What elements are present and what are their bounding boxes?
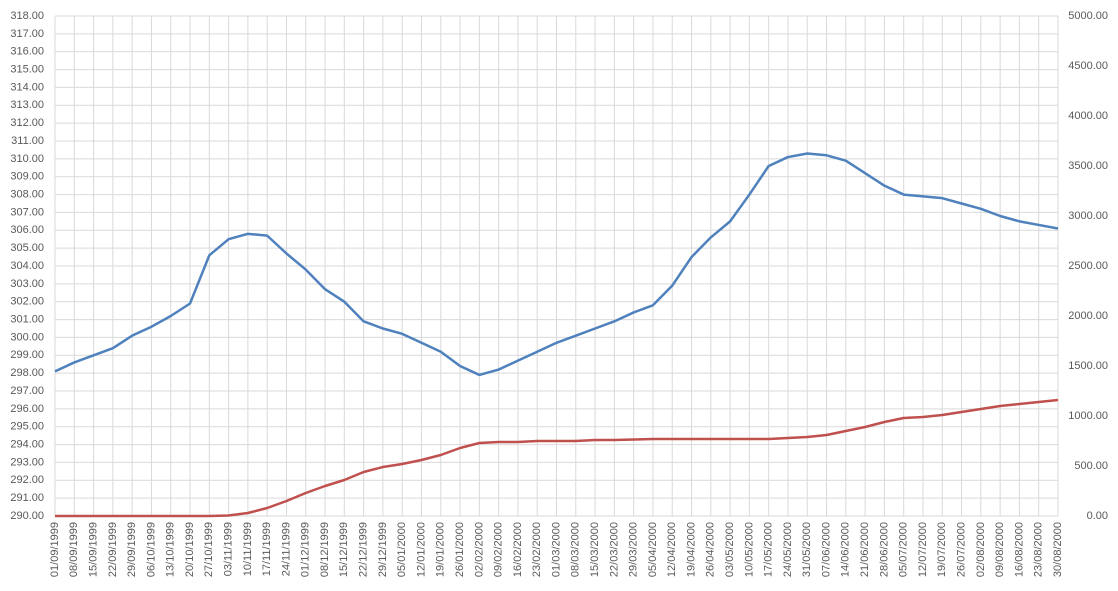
x-tick-label: 20/10/1999 [184,522,196,577]
x-tick-label: 16/08/2000 [1013,522,1025,577]
y-tick-label: 301.00 [10,313,44,325]
y-tick-label: 315.00 [10,63,44,75]
x-tick-label: 03/11/1999 [223,522,235,576]
x-tick-label: 31/05/2000 [801,522,813,577]
y-tick-label: 298.00 [10,367,44,379]
y-tick-label: 294.00 [10,438,44,450]
x-tick-label: 16/02/2000 [512,522,524,577]
x-tick-label: 12/07/2000 [917,522,929,577]
x-tick-label: 12/04/2000 [666,522,678,577]
y-tick-label: 313.00 [10,99,44,111]
y-tick-label: 318.00 [10,10,44,22]
y-tick-label: 299.00 [10,349,44,361]
x-tick-label: 10/05/2000 [743,522,755,577]
y-tick-label: 292.00 [10,474,44,486]
y-tick-label: 314.00 [10,81,44,93]
x-tick-label: 02/08/2000 [975,522,987,577]
y2-tick-label: 1000.00 [1068,410,1108,422]
x-tick-label: 05/07/2000 [898,522,910,577]
y-tick-label: 310.00 [10,153,44,165]
x-tick-label: 07/06/2000 [820,522,832,577]
x-tick-label: 19/07/2000 [936,522,948,577]
x-tick-label: 03/05/2000 [724,522,736,577]
x-tick-label: 23/02/2000 [531,522,543,577]
y2-tick-label: 4500.00 [1068,60,1108,72]
x-tick-label: 24/05/2000 [782,522,794,577]
y2-tick-label: 3000.00 [1068,210,1108,222]
x-tick-label: 29/12/1999 [377,522,389,577]
x-tick-label: 08/12/1999 [319,522,331,577]
y-tick-label: 308.00 [10,188,44,200]
y2-tick-label: 0.00 [1087,510,1108,522]
y-tick-label: 304.00 [10,260,44,272]
x-tick-label: 17/11/1999 [261,522,273,576]
y-tick-label: 316.00 [10,46,44,58]
x-tick-label: 29/03/2000 [628,522,640,577]
y-tick-label: 307.00 [10,206,44,218]
y-tick-label: 311.00 [11,135,44,147]
x-tick-label: 26/04/2000 [705,522,717,577]
x-tick-label: 10/11/1999 [242,522,254,576]
series-line [55,398,1059,518]
x-tick-label: 13/10/1999 [165,522,177,577]
x-tick-label: 29/09/1999 [126,522,138,577]
x-tick-label: 30/08/2000 [1052,522,1064,577]
x-tick-label: 05/04/2000 [647,522,659,577]
y-tick-label: 317.00 [10,28,44,40]
y-tick-label: 293.00 [10,456,44,468]
x-tick-label: 01/03/2000 [550,522,562,577]
x-tick-label: 02/02/2000 [473,522,485,577]
x-tick-label: 22/12/1999 [358,522,370,577]
x-tick-label: 05/01/2000 [396,522,408,577]
x-tick-label: 27/10/1999 [203,522,215,577]
x-tick-label: 21/06/2000 [859,522,871,577]
x-tick-label: 17/05/2000 [763,522,775,577]
x-tick-label: 23/08/2000 [1033,522,1045,577]
x-tick-label: 09/02/2000 [493,522,505,577]
x-tick-label: 22/09/1999 [107,522,119,577]
y-tick-label: 302.00 [10,296,44,308]
x-tick-label: 01/12/1999 [300,522,312,577]
x-tick-label: 14/06/2000 [840,522,852,577]
y2-tick-label: 1500.00 [1068,360,1108,372]
y-tick-label: 306.00 [10,224,44,236]
y-tick-label: 297.00 [10,385,44,397]
y-tick-label: 296.00 [10,403,44,415]
x-tick-label: 24/11/1999 [280,522,292,576]
x-tick-label: 22/03/2000 [608,522,620,577]
x-tick-label: 12/01/2000 [415,522,427,577]
y-tick-label: 305.00 [10,242,44,254]
y-tick-label: 291.00 [10,492,44,504]
y2-tick-label: 3500.00 [1068,160,1108,172]
y-tick-label: 303.00 [10,278,44,290]
y2-tick-label: 2000.00 [1068,310,1108,322]
x-tick-label: 01/09/1999 [49,522,61,577]
x-tick-label: 26/01/2000 [454,522,466,577]
x-tick-label: 08/03/2000 [570,522,582,577]
x-tick-label: 15/12/1999 [338,522,350,577]
y-tick-label: 309.00 [10,171,44,183]
y2-tick-label: 500.00 [1074,460,1108,472]
x-tick-label: 15/09/1999 [87,522,99,577]
y-tick-label: 290.00 [10,510,44,522]
y2-tick-label: 5000.00 [1068,10,1108,22]
y-tick-label: 295.00 [10,421,44,433]
series-line [54,152,1059,377]
y2-tick-label: 4000.00 [1068,110,1108,122]
x-tick-label: 09/08/2000 [994,522,1006,577]
x-tick-label: 19/04/2000 [685,522,697,577]
x-tick-label: 28/06/2000 [878,522,890,577]
x-tick-label: 15/03/2000 [589,522,601,577]
x-tick-label: 06/10/1999 [145,522,157,577]
y-tick-label: 312.00 [10,117,44,129]
y-tick-label: 300.00 [10,331,44,343]
x-tick-label: 19/01/2000 [435,522,447,577]
x-tick-label: 26/07/2000 [955,522,967,577]
x-tick-label: 08/09/1999 [68,522,80,577]
y2-tick-label: 2500.00 [1068,260,1108,272]
